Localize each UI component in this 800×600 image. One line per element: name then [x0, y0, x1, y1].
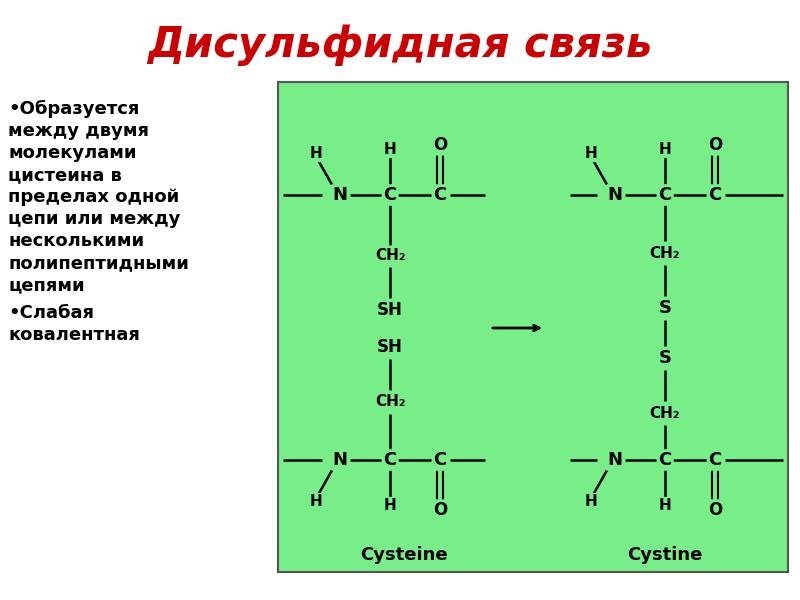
- Text: •Слабая: •Слабая: [8, 304, 94, 322]
- Text: C: C: [708, 186, 722, 204]
- Text: C: C: [434, 186, 446, 204]
- Text: C: C: [658, 451, 672, 469]
- Text: C: C: [658, 186, 672, 204]
- Text: H: H: [658, 142, 671, 157]
- Text: N: N: [607, 186, 622, 204]
- Text: SH: SH: [377, 338, 403, 356]
- Text: Cysteine: Cysteine: [360, 546, 448, 564]
- Text: между двумя: между двумя: [8, 122, 149, 140]
- Text: O: O: [433, 501, 447, 519]
- Text: цепями: цепями: [8, 276, 85, 294]
- Text: CH₂: CH₂: [374, 247, 406, 263]
- Text: H: H: [310, 145, 322, 160]
- Text: C: C: [434, 451, 446, 469]
- Text: N: N: [333, 451, 347, 469]
- Text: O: O: [708, 501, 722, 519]
- Text: O: O: [433, 136, 447, 154]
- Text: полипептидными: полипептидными: [8, 254, 189, 272]
- Text: Дисульфидная связь: Дисульфидная связь: [147, 24, 653, 66]
- Text: H: H: [585, 494, 598, 509]
- Bar: [278, 82, 788, 572]
- Text: H: H: [585, 145, 598, 160]
- Text: ковалентная: ковалентная: [8, 326, 140, 344]
- Text: H: H: [384, 142, 396, 157]
- Text: H: H: [384, 499, 396, 514]
- Text: Cystine: Cystine: [627, 546, 702, 564]
- Text: N: N: [333, 186, 347, 204]
- Text: N: N: [607, 451, 622, 469]
- Text: C: C: [708, 451, 722, 469]
- Text: H: H: [310, 494, 322, 509]
- Text: SH: SH: [377, 301, 403, 319]
- Text: C: C: [383, 451, 397, 469]
- Text: CH₂: CH₂: [650, 406, 680, 421]
- Text: молекулами: молекулами: [8, 144, 137, 162]
- Text: C: C: [383, 186, 397, 204]
- Text: O: O: [708, 136, 722, 154]
- Text: CH₂: CH₂: [650, 245, 680, 260]
- Text: цепи или между: цепи или между: [8, 210, 180, 228]
- Text: S: S: [658, 349, 671, 367]
- Text: •Образуется: •Образуется: [8, 100, 139, 118]
- Text: пределах одной: пределах одной: [8, 188, 179, 206]
- Text: H: H: [658, 499, 671, 514]
- Text: S: S: [658, 299, 671, 317]
- Text: несколькими: несколькими: [8, 232, 144, 250]
- Text: CH₂: CH₂: [374, 395, 406, 409]
- Text: цистеина в: цистеина в: [8, 166, 122, 184]
